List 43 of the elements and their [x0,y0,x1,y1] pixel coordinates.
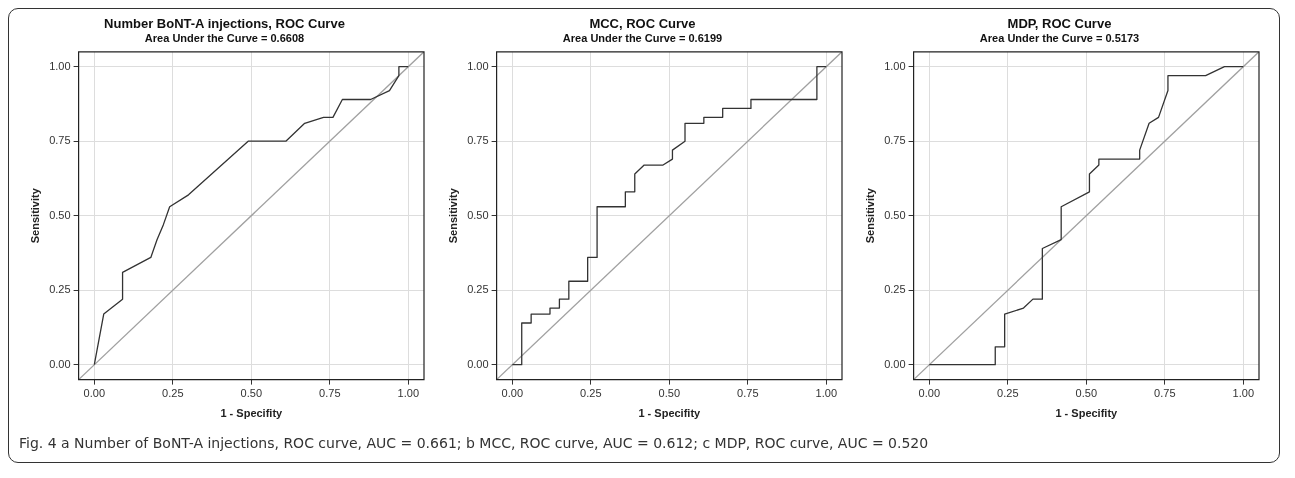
x-tick-label: 0.50 [240,387,263,400]
y-tick-label: 0.50 [49,208,71,221]
x-tick-label: 0.00 [83,387,106,400]
y-tick-label: 0.75 [466,134,489,147]
caption: Fig. 4 a Number of BoNT-A injections, ROC curve, AUC = 0.661; b MCC, ROC curve, AUC = 0.612; c MDP, ROC curve, AUC = 0.520 [19,435,930,451]
x-axis-title: 1 - Specifity [1055,407,1119,420]
y-tick-label: 0.00 [884,357,906,370]
x-tick-label: 0.75 [319,387,341,400]
chart-subtitle: Area Under the Curve = 0.6199 [562,32,722,45]
x-tick-label: 0.75 [736,387,759,400]
chart-subtitle: Area Under the Curve = 0.6608 [144,32,305,45]
y-tick-label: 1.00 [884,59,906,72]
y-tick-label: 1.00 [49,59,71,72]
chart-title: Number BoNT-A injections, ROC Curve [104,16,345,32]
y-axis-title: Sensitivity [446,187,459,244]
y-tick-label: 0.00 [466,357,489,370]
y-tick-label: 0.25 [884,283,906,296]
chart-title: MCC, ROC Curve [588,16,696,32]
y-tick-label: 0.00 [49,357,71,370]
x-tick-label: 0.50 [658,387,680,400]
x-axis-title: 1 - Specifity [637,407,701,420]
y-tick-label: 0.75 [49,134,71,147]
x-tick-label: 1.00 [1232,387,1255,400]
y-tick-label: 0.50 [466,208,489,221]
x-tick-label: 0.50 [1075,387,1098,400]
x-tick-label: 0.25 [162,387,184,400]
x-axis-title: 1 - Specifity [220,407,284,420]
y-tick-label: 0.25 [466,283,489,296]
y-tick-label: 0.75 [884,134,906,147]
x-tick-label: 1.00 [815,387,837,400]
y-axis-title: Sensitivity [28,187,41,244]
y-tick-label: 1.00 [466,59,489,72]
y-axis-title: Sensitivity [863,187,876,244]
x-tick-label: 1.00 [397,387,420,400]
x-tick-label: 0.00 [501,387,523,400]
y-tick-label: 0.25 [49,283,71,296]
chart-subtitle: Area Under the Curve = 0.5173 [979,32,1140,45]
x-tick-label: 0.75 [1154,387,1176,400]
chart-title: MDP, ROC Curve [1007,16,1112,32]
y-tick-label: 0.50 [884,208,906,221]
x-tick-label: 0.25 [579,387,602,400]
x-tick-label: 0.00 [918,387,941,400]
x-tick-label: 0.25 [997,387,1019,400]
